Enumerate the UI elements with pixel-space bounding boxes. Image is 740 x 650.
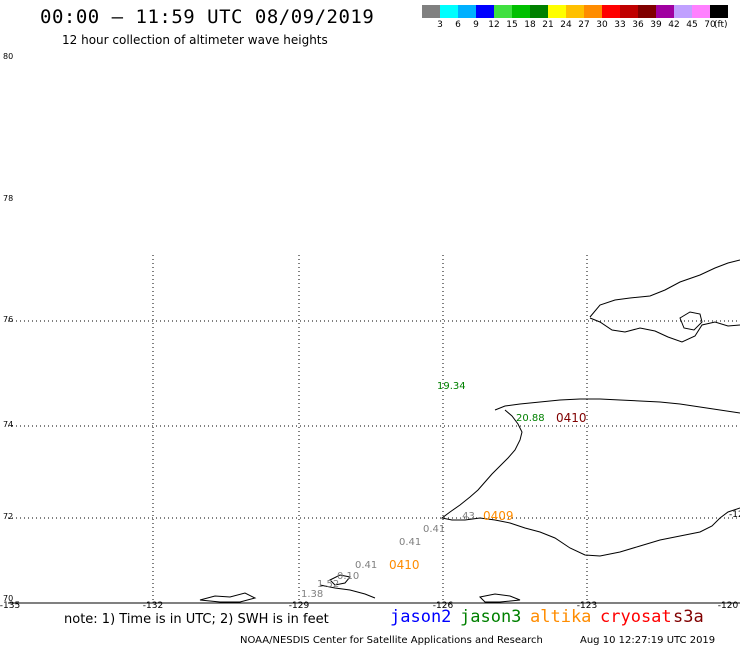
legend-label: 30 [596,20,608,30]
lat-label-76: 76 [3,315,14,324]
legend-swatch [440,5,458,18]
wave-label: 19.34 [437,381,466,392]
coastline-small-island [679,311,703,331]
legend-label: 12 [488,20,500,30]
legend-swatch [458,5,476,18]
legend-label: 45 [686,20,698,30]
legend-swatch [638,5,656,18]
lon-label-129: -129 [288,601,310,611]
wave-label: 1.52 [317,579,340,590]
wave-label: 0.41 [399,537,422,548]
legend-swatch [494,5,512,18]
lat-label-78: 78 [3,194,14,203]
wave-label: 1.38 [301,589,324,600]
legend-labels: (ft) 3 6 9 12 15 18 21 24 27 30 33 36 39 42 45 70 [422,18,728,32]
lat-label-72: 72 [3,512,14,521]
lon-label-126: -126 [432,601,454,611]
legend-swatch [584,5,602,18]
legend-label: 70 [704,20,716,30]
legend-swatch [548,5,566,18]
lat-label-80: 80 [3,52,14,61]
legend-swatch [422,5,440,18]
satellite-s3a: s3a [673,607,704,627]
legend-label: 36 [632,20,644,30]
wave-label: 20.88 [516,413,545,424]
legend-swatch [512,5,530,18]
coastline-bottom-islet-2 [478,593,521,603]
legend-swatch [620,5,638,18]
legend-label: 33 [614,20,626,30]
legend-swatch [674,5,692,18]
wave-label: 0.10 [337,571,360,582]
satellite-altika: altika [530,607,592,627]
map-subtitle: 12 hour collection of altimeter wave hei… [62,33,328,47]
legend-label: 39 [650,20,662,30]
satellite-cryosat: cryosat [600,607,672,627]
legend-label: 27 [578,20,590,30]
generated-timestamp: Aug 10 12:27:19 UTC 2019 [580,635,716,646]
wave-label: .43 [459,511,475,522]
legend-swatch [566,5,584,18]
wave-label: 0409 [483,509,514,523]
satellite-jason3: jason3 [460,607,522,627]
legend-swatch [476,5,494,18]
wave-label: 0.41 [355,560,378,571]
legend-swatches [422,5,728,18]
lat-label-74: 74 [3,420,14,429]
legend-unit: (ft) [714,20,728,30]
legend-swatch [692,5,710,18]
legend-label: 6 [455,20,461,30]
lat-label-70: 70 [3,594,14,603]
legend-swatch [656,5,674,18]
legend-label: 21 [542,20,554,30]
coastline-mainland-west [440,409,740,557]
credit-text: NOAA/NESDIS Center for Satellite Applica… [240,635,543,646]
graticule [8,255,740,603]
legend-label: 3 [437,20,443,30]
legend-label: 9 [473,20,479,30]
coastline [199,259,740,603]
lon-label-edge: -12 [729,510,740,520]
lon-label-120: -120 [717,601,739,611]
legend-label: 42 [668,20,680,30]
note-text: note: 1) Time is in UTC; 2) SWH is in fe… [64,612,329,627]
wave-label: 0410 [389,558,420,572]
legend-swatch [710,5,728,18]
legend-label: 24 [560,20,572,30]
map-title: 00:00 – 11:59 UTC 08/09/2019 [40,6,375,28]
lon-label-135: -135 [0,601,21,611]
wave-height-color-legend: (ft) 3 6 9 12 15 18 21 24 27 30 33 36 39 42 45 70 [422,5,728,32]
lon-label-123: -123 [576,601,598,611]
coastline-north-island [589,259,740,318]
legend-label: 18 [524,20,536,30]
wave-label: 0410 [556,411,587,425]
legend-swatch [530,5,548,18]
coastline-banks-shore [494,398,740,414]
legend-label: 15 [506,20,518,30]
legend-swatch [602,5,620,18]
wave-label: 0.41 [423,524,446,535]
coastline-southwest-island [329,574,351,586]
coastline-southwest-spit [319,584,376,599]
satellite-jason2: jason2 [390,607,452,627]
lon-label-132: -132 [142,601,164,611]
coastline-north-island-south [589,317,740,343]
coastline-bottom-islet-1 [199,592,257,603]
